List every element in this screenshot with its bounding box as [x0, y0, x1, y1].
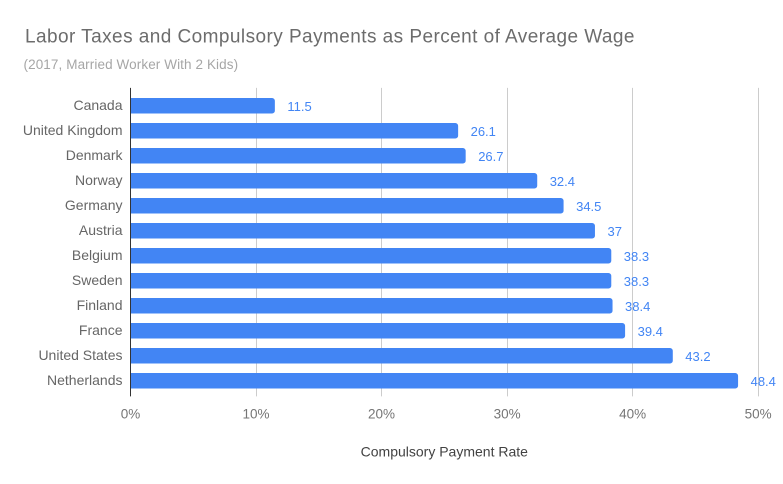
svg-text:39.4: 39.4 — [638, 324, 663, 339]
svg-text:Belgium: Belgium — [72, 247, 123, 263]
svg-text:38.3: 38.3 — [624, 249, 649, 264]
svg-text:United Kingdom: United Kingdom — [23, 122, 123, 138]
svg-text:0%: 0% — [121, 406, 141, 421]
svg-text:26.7: 26.7 — [478, 149, 503, 164]
svg-text:Labor Taxes and Compulsory Pay: Labor Taxes and Compulsory Payments as P… — [25, 26, 635, 47]
svg-text:Finland: Finland — [77, 297, 123, 313]
svg-text:10%: 10% — [243, 406, 270, 421]
svg-text:Denmark: Denmark — [66, 147, 124, 163]
svg-text:38.3: 38.3 — [624, 274, 649, 289]
svg-text:50%: 50% — [745, 406, 772, 421]
svg-text:Norway: Norway — [75, 172, 122, 188]
svg-text:11.5: 11.5 — [287, 99, 311, 114]
svg-text:Sweden: Sweden — [72, 272, 123, 288]
svg-text:France: France — [79, 322, 123, 338]
svg-text:37: 37 — [608, 224, 622, 239]
svg-text:United States: United States — [38, 347, 122, 363]
svg-text:Canada: Canada — [73, 97, 122, 113]
svg-text:Austria: Austria — [79, 222, 123, 238]
svg-text:38.4: 38.4 — [625, 299, 650, 314]
svg-text:43.2: 43.2 — [685, 349, 710, 364]
svg-text:32.4: 32.4 — [550, 174, 575, 189]
svg-text:Compulsory Payment Rate: Compulsory Payment Rate — [361, 444, 529, 460]
svg-text:30%: 30% — [494, 406, 521, 421]
svg-text:(2017, Married Worker With 2 K: (2017, Married Worker With 2 Kids) — [24, 57, 239, 72]
svg-text:40%: 40% — [619, 406, 646, 421]
svg-text:Germany: Germany — [65, 197, 123, 213]
svg-text:48.4: 48.4 — [751, 374, 776, 389]
svg-text:20%: 20% — [368, 406, 395, 421]
svg-text:Netherlands: Netherlands — [47, 372, 123, 388]
svg-text:34.5: 34.5 — [576, 199, 601, 214]
svg-text:26.1: 26.1 — [471, 124, 496, 139]
